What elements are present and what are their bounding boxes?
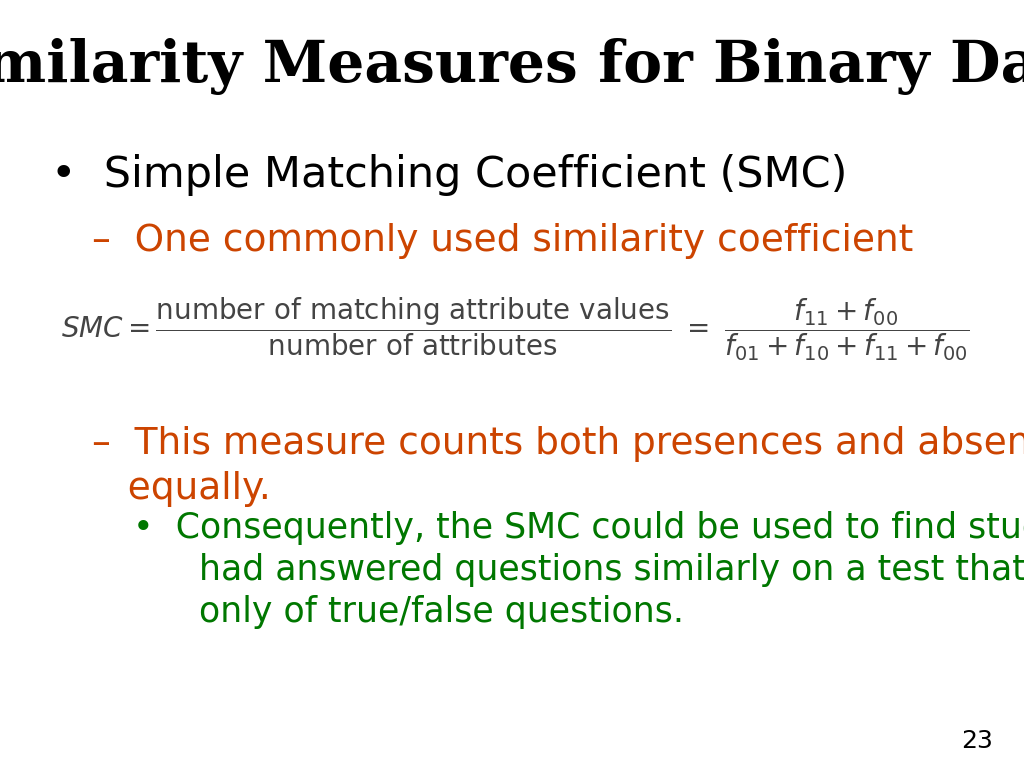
Text: –  One commonly used similarity coefficient: – One commonly used similarity coefficie… — [92, 223, 913, 259]
Text: –  This measure counts both presences and absences
   equally.: – This measure counts both presences and… — [92, 426, 1024, 507]
Text: Similarity Measures for Binary Data: Similarity Measures for Binary Data — [0, 38, 1024, 95]
Text: 23: 23 — [962, 729, 993, 753]
Text: •  Consequently, the SMC could be used to find students who
      had answered q: • Consequently, the SMC could be used to… — [133, 511, 1024, 629]
Text: •  Simple Matching Coefficient (SMC): • Simple Matching Coefficient (SMC) — [51, 154, 848, 196]
Text: $\mathit{SMC} = \dfrac{\mathregular{number\ of\ matching\ attribute\ values}}{\m: $\mathit{SMC} = \dfrac{\mathregular{numb… — [61, 296, 971, 363]
